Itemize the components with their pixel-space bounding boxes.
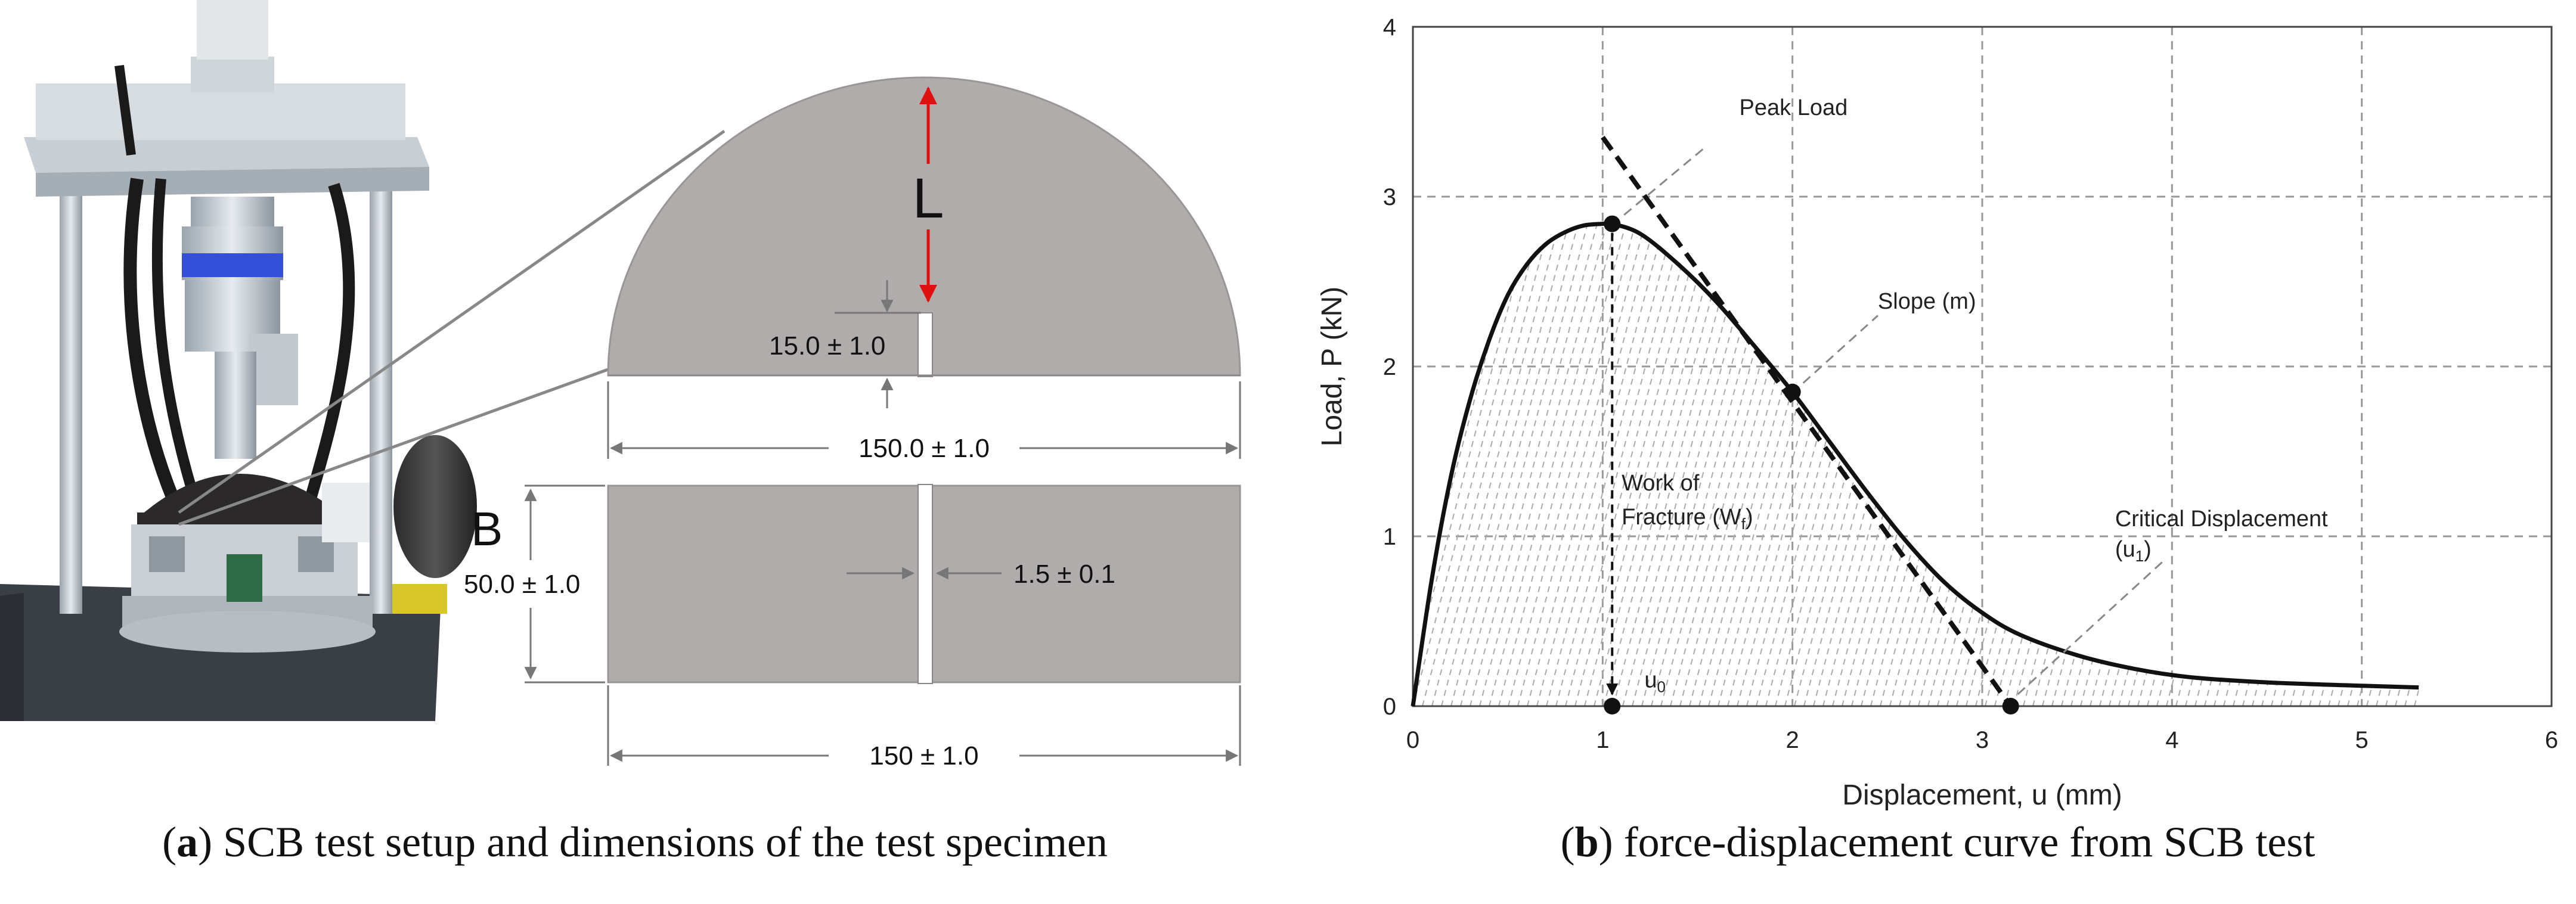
work-of-fracture-annotation-line1: Work of	[1622, 471, 1700, 496]
x-tick-label: 3	[1976, 727, 1989, 753]
thickness-label: 50.0 ± 1.0	[464, 570, 580, 599]
y-axis-label: Load, P (kN)	[1316, 287, 1348, 447]
u0-annotation: u0	[1644, 668, 1666, 696]
bottom-width-label: 150 ± 1.0	[869, 741, 978, 771]
plot-frame	[1412, 26, 2553, 707]
y-tick-label: 0	[1383, 694, 1396, 720]
x-tick-label: 6	[2545, 727, 2558, 753]
critical-displacement-annotation-line1: Critical Displacement	[2115, 507, 2328, 532]
data-point-1	[1784, 383, 1801, 400]
y-tick-label: 2	[1383, 354, 1396, 380]
thickness-label-b: B	[471, 502, 503, 555]
figure-a-setup-diagram: L 15.0 ± 1.0 150.0 ± 1.0 B 50.0 ± 1.0 1.…	[0, 0, 1241, 771]
x-axis-label: Displacement, u (mm)	[1842, 779, 2122, 811]
chart-axes: 0 1 2 3 4 5 6 0 1 2 3 4 Displacement, u (mm) Load, P …	[1316, 14, 2558, 811]
y-tick-label: 3	[1383, 184, 1396, 210]
peak-load-leader	[1623, 145, 1708, 216]
caption-a-text: SCB test setup and dimensions of the tes…	[212, 818, 1108, 866]
zoom-line-lower	[178, 368, 609, 526]
peak-load-annotation: Peak Load	[1740, 95, 1848, 120]
critical-displacement-annotation-line2: (u1)	[2115, 537, 2152, 565]
caption-b: (b) force-displacement curve from SCB te…	[1560, 818, 2315, 866]
figure-b-load-displacement-chart: 0 1 2 3 4 5 6 0 1 2 3 4 Displacement, u (mm) Load, P …	[1316, 14, 2558, 811]
notch-width-label: 1.5 ± 0.1	[1013, 560, 1115, 589]
zoom-line-upper	[178, 129, 726, 514]
slope-leader	[1802, 315, 1878, 384]
caption-a-label: a	[176, 818, 199, 866]
chart-annotations: Peak Load Slope (m) Work of Fracture (Wf) Cr…	[1622, 95, 2328, 695]
caption-a: (a) SCB test setup and dimensions of the…	[162, 818, 1108, 866]
x-tick-label: 2	[1786, 727, 1799, 753]
slope-tangent-line	[1601, 135, 2013, 708]
y-tick-label: 4	[1383, 14, 1396, 41]
x-tick-label: 4	[2165, 727, 2178, 753]
specimen-side-view	[607, 484, 1241, 684]
height-label-l: L	[913, 167, 944, 230]
chart-series	[1411, 135, 2419, 708]
critical-displacement-leader	[2017, 561, 2163, 695]
test-apparatus-illustration	[0, 0, 477, 721]
notch-depth-label: 15.0 ± 1.0	[769, 331, 885, 361]
x-tick-label: 1	[1596, 727, 1609, 753]
chart-marks	[1604, 215, 2019, 714]
data-point-2	[1604, 698, 1621, 714]
chart-grid	[1413, 27, 2552, 706]
x-tick-label: 5	[2355, 727, 2369, 753]
work-of-fracture-annotation-line2: Fracture (Wf)	[1622, 505, 1753, 533]
data-point-0	[1604, 215, 1621, 232]
data-point-3	[2002, 698, 2019, 714]
top-width-label: 150.0 ± 1.0	[858, 434, 990, 463]
x-tick-label: 0	[1406, 727, 1419, 753]
caption-b-text: force-displacement curve from SCB test	[1613, 818, 2315, 866]
y-tick-label: 1	[1383, 524, 1396, 550]
slope-annotation: Slope (m)	[1878, 289, 1976, 314]
caption-b-label: b	[1574, 818, 1599, 866]
